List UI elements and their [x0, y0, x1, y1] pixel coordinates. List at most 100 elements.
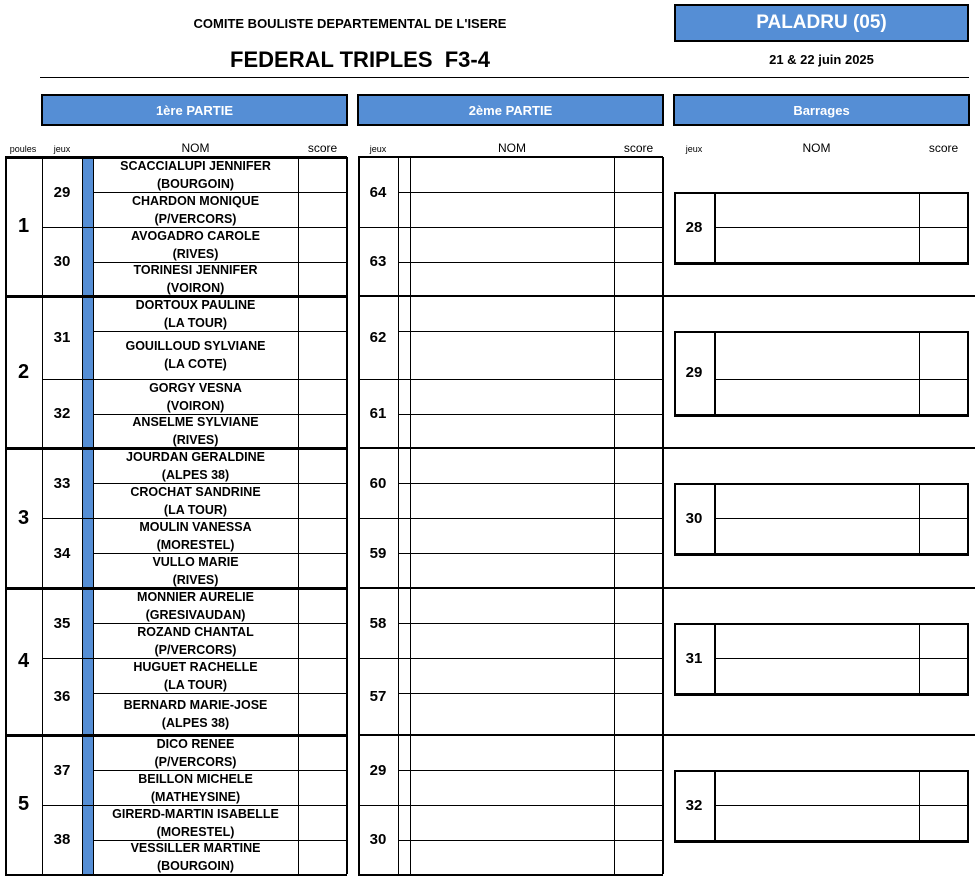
second-score-input[interactable]: [614, 414, 663, 448]
player-name: DICO RENEE: [156, 736, 235, 751]
second-score-input[interactable]: [614, 840, 663, 874]
second-name-input[interactable]: [410, 414, 614, 448]
second-name-input[interactable]: [410, 735, 614, 770]
grid-line: [674, 623, 969, 625]
player-name: HUGUET RACHELLE: [133, 659, 258, 674]
second-name-input[interactable]: [410, 623, 614, 658]
second-name-input[interactable]: [410, 296, 614, 331]
second-score-input[interactable]: [614, 331, 663, 379]
second-name-input[interactable]: [410, 379, 614, 414]
second-score-input[interactable]: [614, 623, 663, 658]
grid-line: [674, 770, 676, 840]
score-input[interactable]: [298, 840, 347, 874]
score-input[interactable]: [298, 296, 347, 331]
second-name-input[interactable]: [410, 518, 614, 553]
second-score-input[interactable]: [614, 227, 663, 262]
second-score-input[interactable]: [614, 192, 663, 227]
table-row: SCACCIALUPI JENNIFER (BOURGOIN): [93, 157, 298, 192]
poule-number: 5: [17, 793, 30, 815]
second-score-input[interactable]: [614, 588, 663, 623]
score-input[interactable]: [298, 735, 347, 770]
second-score-input[interactable]: [614, 770, 663, 805]
score-input[interactable]: [298, 553, 347, 588]
second-game-number: 61: [369, 405, 387, 422]
score-input[interactable]: [298, 623, 347, 658]
poule-number: 3: [17, 506, 30, 529]
second-name-input[interactable]: [410, 483, 614, 518]
second-name-input[interactable]: [410, 448, 614, 483]
second-score-input[interactable]: [614, 693, 663, 735]
second-name-input[interactable]: [410, 262, 614, 296]
score-input[interactable]: [298, 448, 347, 483]
table-row: TORINESI JENNIFER (VOIRON): [93, 262, 298, 296]
second-score-input[interactable]: [614, 296, 663, 331]
score-input[interactable]: [298, 262, 347, 296]
score-input[interactable]: [298, 227, 347, 262]
second-name-input[interactable]: [410, 157, 614, 192]
second-name-input[interactable]: [410, 693, 614, 735]
score-input[interactable]: [298, 518, 347, 553]
grid-line: [919, 331, 920, 414]
barrage-name-input[interactable]: [715, 805, 919, 840]
score-input[interactable]: [298, 483, 347, 518]
table-row: AVOGADRO CAROLE (RIVES): [93, 227, 298, 262]
grid-line: [398, 192, 663, 193]
barrage-score-input[interactable]: [920, 331, 968, 414]
grid-line: [358, 588, 663, 589]
second-score-input[interactable]: [614, 735, 663, 770]
second-name-input[interactable]: [410, 588, 614, 623]
grid-line: [663, 734, 975, 736]
score-input[interactable]: [298, 192, 347, 227]
poule-border: [5, 156, 347, 159]
poule-number: 4: [17, 650, 30, 672]
second-name-input[interactable]: [410, 770, 614, 805]
barrage-name-input[interactable]: [715, 518, 919, 553]
grid-line: [714, 483, 716, 553]
second-score-input[interactable]: [614, 553, 663, 588]
second-score-input[interactable]: [614, 518, 663, 553]
barrage-name-input[interactable]: [715, 623, 919, 658]
barrage-name-input[interactable]: [715, 331, 919, 379]
score-input[interactable]: [298, 414, 347, 448]
barrage-name-input[interactable]: [715, 192, 919, 227]
grid-line: [919, 192, 920, 262]
barrage-name-input[interactable]: [715, 227, 919, 262]
second-name-input[interactable]: [410, 553, 614, 588]
player-club: (BOURGOIN): [156, 176, 235, 191]
second-score-input[interactable]: [614, 262, 663, 296]
second-name-input[interactable]: [410, 658, 614, 693]
second-score-input[interactable]: [614, 379, 663, 414]
score-input[interactable]: [298, 805, 347, 840]
second-score-input[interactable]: [614, 658, 663, 693]
second-score-input[interactable]: [614, 805, 663, 840]
score-input[interactable]: [298, 331, 347, 379]
second-name-input[interactable]: [410, 331, 614, 379]
score-input[interactable]: [298, 770, 347, 805]
second-name-input[interactable]: [410, 805, 614, 840]
second-name-input[interactable]: [410, 192, 614, 227]
barrage-name-input[interactable]: [715, 483, 919, 518]
grid-line: [674, 693, 969, 696]
score-input[interactable]: [298, 693, 347, 735]
second-name-input[interactable]: [410, 840, 614, 874]
score-input[interactable]: [298, 588, 347, 623]
second-score-input[interactable]: [614, 483, 663, 518]
second-name-input[interactable]: [410, 227, 614, 262]
barrage-name-input[interactable]: [715, 658, 919, 693]
col-nom-3: NOM: [802, 141, 831, 155]
score-input[interactable]: [298, 658, 347, 693]
barrage-game-number: 31: [685, 649, 703, 667]
column-line: [662, 157, 664, 874]
second-score-input[interactable]: [614, 448, 663, 483]
score-input[interactable]: [298, 379, 347, 414]
divider: [40, 77, 969, 78]
player-name: GOUILLOUD SYLVIANE: [125, 339, 266, 353]
barrage-name-input[interactable]: [715, 770, 919, 805]
score-input[interactable]: [298, 157, 347, 192]
second-score-input[interactable]: [614, 157, 663, 192]
grid-line: [93, 414, 347, 415]
grid-line: [93, 840, 347, 841]
barrage-name-input[interactable]: [715, 379, 919, 414]
grid-line: [674, 192, 676, 262]
grid-line: [358, 227, 663, 228]
